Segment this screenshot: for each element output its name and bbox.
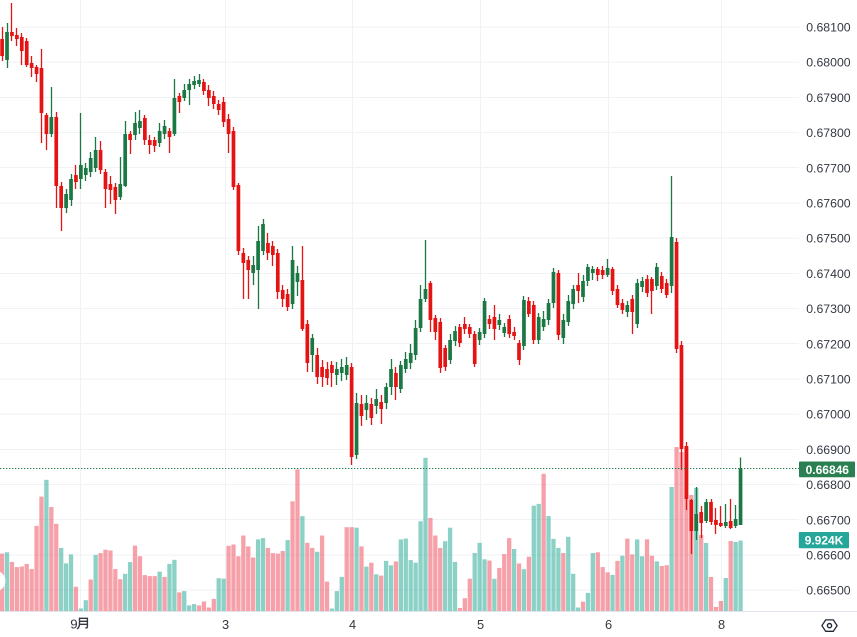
- svg-text:0.67300: 0.67300: [806, 302, 851, 316]
- svg-text:0.67400: 0.67400: [806, 267, 851, 281]
- svg-text:0.67200: 0.67200: [806, 337, 851, 351]
- svg-text:0.66700: 0.66700: [806, 513, 851, 527]
- svg-text:3: 3: [222, 617, 229, 632]
- svg-text:0.66800: 0.66800: [806, 478, 851, 492]
- svg-text:4: 4: [349, 617, 356, 632]
- svg-text:6: 6: [605, 617, 612, 632]
- svg-text:0.67800: 0.67800: [806, 126, 851, 140]
- svg-text:0.67700: 0.67700: [806, 161, 851, 175]
- svg-text:0.68100: 0.68100: [806, 21, 851, 35]
- svg-text:0.66846: 0.66846: [806, 463, 850, 477]
- svg-text:0.67100: 0.67100: [806, 373, 851, 387]
- svg-text:9: 9: [70, 617, 77, 632]
- svg-text:0.67000: 0.67000: [806, 408, 851, 422]
- svg-text:0.68000: 0.68000: [806, 56, 851, 70]
- svg-text:0.66900: 0.66900: [806, 443, 851, 457]
- svg-text:8: 8: [718, 617, 725, 632]
- svg-text:0.66500: 0.66500: [806, 584, 851, 598]
- svg-text:0.67900: 0.67900: [806, 91, 851, 105]
- svg-text:0.66600: 0.66600: [806, 549, 851, 563]
- svg-text:0.67500: 0.67500: [806, 232, 851, 246]
- svg-text:5: 5: [477, 617, 484, 632]
- svg-text:0.67600: 0.67600: [806, 197, 851, 211]
- svg-text:9.924K: 9.924K: [805, 534, 844, 548]
